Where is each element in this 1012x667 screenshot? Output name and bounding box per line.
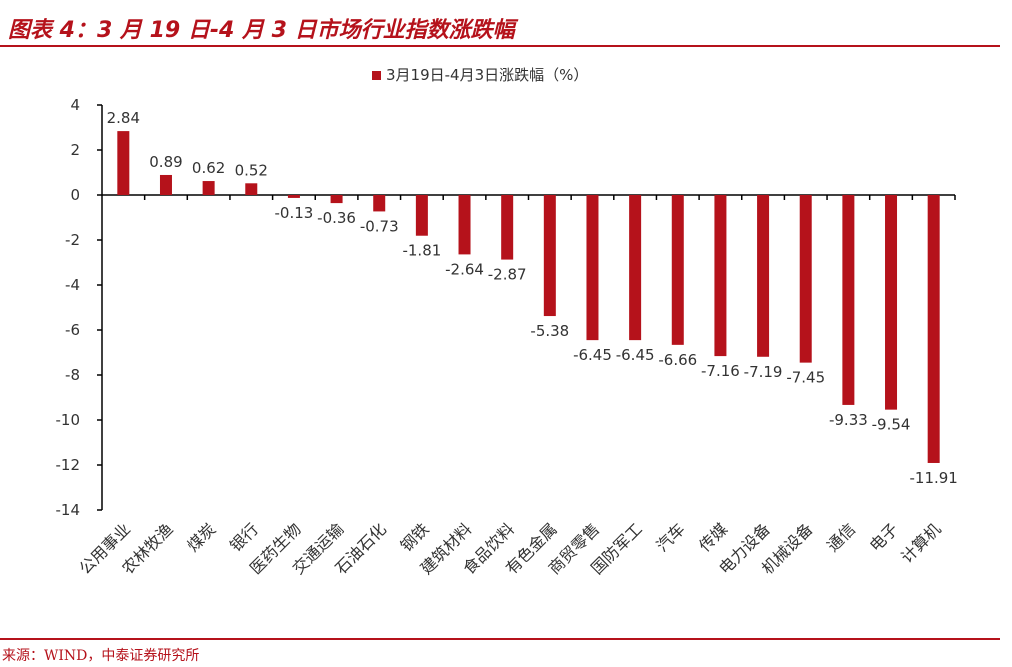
bar xyxy=(373,195,386,212)
y-tick-label: -2 xyxy=(65,231,80,249)
data-labels: 2.84 0.89 0.62 0.52 -0.13 -0.36 -0.73-1.81-2.6… xyxy=(107,109,958,487)
bar xyxy=(159,174,172,195)
y-tick-label: -12 xyxy=(56,456,81,474)
bar xyxy=(757,195,770,357)
bar xyxy=(330,195,343,204)
y-tick-label: -8 xyxy=(65,366,80,384)
bar xyxy=(202,181,215,195)
bar xyxy=(501,195,514,260)
data-label: 0.62 xyxy=(192,159,225,177)
category-label: 汽车 xyxy=(653,519,689,555)
category-label: 计算机 xyxy=(897,519,944,566)
data-label: -6.45 xyxy=(616,346,655,364)
title-rule xyxy=(0,45,1000,47)
bar xyxy=(671,195,684,345)
bar xyxy=(245,183,258,195)
data-label: 0.89 xyxy=(149,153,182,171)
category-label: 钢铁 xyxy=(397,519,433,555)
data-label: -0.13 xyxy=(275,204,314,222)
data-label: -2.87 xyxy=(488,266,527,284)
data-label: -1.81 xyxy=(402,242,441,260)
bar xyxy=(842,195,855,405)
data-label: -11.91 xyxy=(909,469,957,487)
bar xyxy=(629,195,642,341)
y-tick-label: -4 xyxy=(65,276,80,294)
bar xyxy=(287,195,300,198)
x-axis xyxy=(102,194,956,200)
bar xyxy=(885,195,898,410)
data-label: -5.38 xyxy=(530,322,569,340)
data-label: -6.66 xyxy=(658,351,697,369)
category-label: 通信 xyxy=(823,519,859,555)
y-tick-label: 0 xyxy=(70,186,80,204)
bar xyxy=(927,195,940,463)
data-label: -9.33 xyxy=(829,411,868,429)
data-label: -2.64 xyxy=(445,260,484,278)
y-tick-label: 2 xyxy=(70,141,80,159)
bar xyxy=(117,131,130,195)
data-label: 2.84 xyxy=(107,109,140,127)
bar xyxy=(714,195,727,357)
data-label: -7.45 xyxy=(786,369,825,387)
data-label: -0.73 xyxy=(360,217,399,235)
bar xyxy=(543,195,556,317)
data-label: -7.16 xyxy=(701,362,740,380)
y-axis: 4 2 0 -2 -4 -6 -8 -10 -12 -14 xyxy=(56,96,103,519)
y-tick-label: -14 xyxy=(56,501,81,519)
category-label: 煤炭 xyxy=(183,519,219,555)
chart-legend: 3月19日-4月3日涨跌幅（%） xyxy=(372,66,588,84)
bar-series xyxy=(117,131,940,463)
bar xyxy=(586,195,599,341)
footer-rule xyxy=(0,638,1000,640)
figure-title: 图表 4：3 月 19 日-4 月 3 日市场行业指数涨跌幅 xyxy=(8,18,515,43)
category-label: 银行 xyxy=(226,519,262,555)
category-label: 传媒 xyxy=(695,519,731,555)
y-tick-label: -10 xyxy=(56,411,81,429)
legend-label: 3月19日-4月3日涨跌幅（%） xyxy=(386,66,588,84)
bar xyxy=(458,195,471,255)
bar xyxy=(799,195,812,363)
data-label: -0.36 xyxy=(317,209,356,227)
y-tick-label: -6 xyxy=(65,321,80,339)
y-tick-label: 4 xyxy=(70,96,80,114)
source-note: 来源：WIND，中泰证券研究所 xyxy=(2,648,200,664)
category-label: 电子 xyxy=(866,519,902,555)
data-label: -7.19 xyxy=(744,363,783,381)
legend-swatch xyxy=(372,71,381,80)
data-label: -6.45 xyxy=(573,346,612,364)
data-label: 0.52 xyxy=(235,161,268,179)
bar xyxy=(415,195,428,236)
data-label: -9.54 xyxy=(872,416,911,434)
